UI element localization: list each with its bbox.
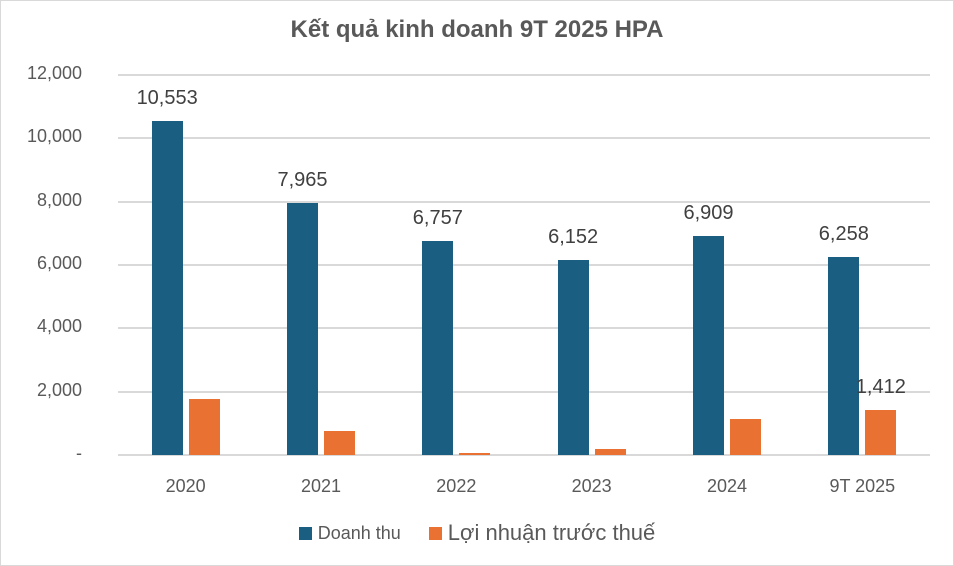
x-tick-label: 2021 [300, 476, 342, 496]
x-tick-label: 2022 [436, 476, 477, 496]
x-tick-label: 2020 [165, 476, 206, 496]
y-tick-label: 8,000 [36, 189, 82, 210]
y-tick-label: - [76, 443, 82, 463]
legend-swatch-revenue [298, 526, 312, 540]
x-tick-label: 2023 [571, 476, 612, 496]
legend: Doanh thu Lợi nhuận trước thuế [0, 520, 954, 546]
bar-profit [865, 410, 897, 455]
data-label: 6,757 [412, 207, 463, 230]
y-tick-label: 12,000 [26, 63, 82, 83]
legend-label-revenue: Doanh thu [317, 522, 401, 543]
chart-title: Kết quả kinh doanh 9T 2025 HPA [290, 16, 664, 43]
data-label: 7,965 [277, 168, 328, 191]
legend-item-revenue: Doanh thu [298, 522, 401, 544]
gridline [118, 390, 930, 393]
gridline [118, 137, 930, 140]
y-tick-label: 6,000 [36, 253, 82, 273]
bar-revenue [151, 120, 183, 455]
bar-profit [594, 448, 626, 455]
bar-profit [459, 453, 491, 455]
legend-item-profit: Lợi nhuận trước thuế [428, 520, 656, 546]
bar-revenue [287, 202, 318, 455]
x-tick-label: 9T 2025 [829, 476, 896, 496]
bar-revenue [557, 260, 589, 455]
legend-label-profit: Lợi nhuận trước thuế [447, 520, 656, 545]
gridline [118, 327, 930, 330]
data-label: 6,258 [818, 222, 869, 245]
bar-revenue [422, 241, 454, 455]
data-label: 10,553 [136, 86, 198, 109]
bar-profit [324, 431, 355, 455]
bar-profit [730, 418, 761, 455]
y-tick-label: 2,000 [36, 379, 82, 400]
gridline [118, 454, 930, 456]
gridline [118, 200, 930, 203]
gridline [118, 264, 930, 266]
data-label: 6,152 [548, 226, 599, 249]
legend-swatch-profit [428, 526, 442, 540]
x-tick-label: 2024 [706, 476, 748, 496]
y-tick-label: 4,000 [36, 316, 82, 337]
y-tick-label: 10,000 [26, 126, 82, 147]
bar-revenue [693, 236, 724, 455]
data-label: 6,909 [683, 202, 734, 225]
data-label: 1,412 [855, 376, 906, 399]
gridline [118, 74, 930, 76]
bar-profit [188, 398, 220, 455]
bar-revenue [828, 256, 860, 455]
